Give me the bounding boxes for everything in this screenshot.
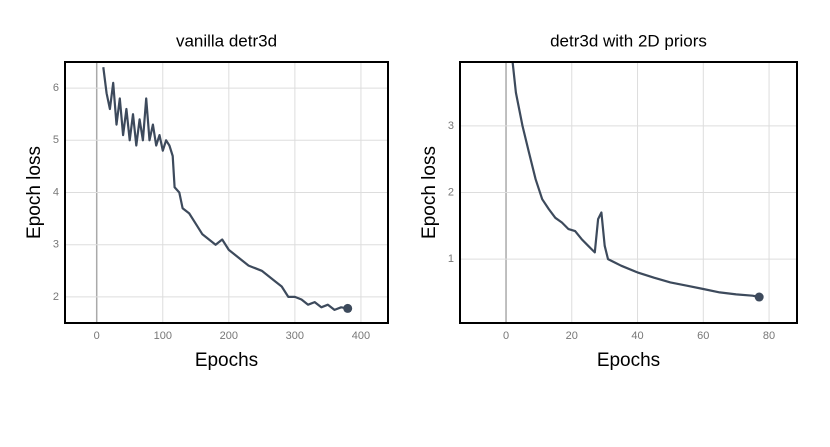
x-tick-label: 300 — [286, 330, 304, 342]
y-tick-label: 3 — [448, 120, 454, 132]
x-tick-label: 40 — [631, 330, 643, 342]
chart-title: vanilla detr3d — [176, 31, 277, 50]
loss-line — [511, 61, 760, 299]
y-tick-label: 2 — [448, 186, 454, 198]
y-axis-label: Epoch loss — [419, 146, 440, 239]
y-tick-label: 3 — [53, 239, 59, 251]
x-tick-label: 80 — [763, 330, 775, 342]
x-tick-label: 0 — [503, 330, 509, 342]
x-tick-label: 20 — [566, 330, 578, 342]
y-tick-label: 6 — [53, 82, 59, 94]
x-tick-label: 200 — [220, 330, 238, 342]
plot-frame — [459, 61, 798, 324]
chart-title: detr3d with 2D priors — [550, 31, 707, 50]
x-tick-label: 60 — [697, 330, 709, 342]
end-point — [343, 303, 353, 313]
y-tick-label: 5 — [53, 134, 59, 146]
x-axis-label: Epochs — [597, 350, 660, 371]
y-tick-label: 1 — [448, 253, 454, 265]
x-axis-label: Epochs — [195, 350, 258, 371]
x-tick-label: 0 — [94, 330, 100, 342]
y-tick-label: 4 — [53, 186, 59, 198]
x-tick-label: 100 — [154, 330, 172, 342]
x-tick-label: 400 — [352, 330, 370, 342]
end-point — [754, 292, 764, 302]
loss-line — [102, 67, 348, 311]
y-tick-label: 2 — [53, 291, 59, 303]
plot-frame — [64, 61, 389, 324]
y-axis-label: Epoch loss — [24, 146, 45, 239]
